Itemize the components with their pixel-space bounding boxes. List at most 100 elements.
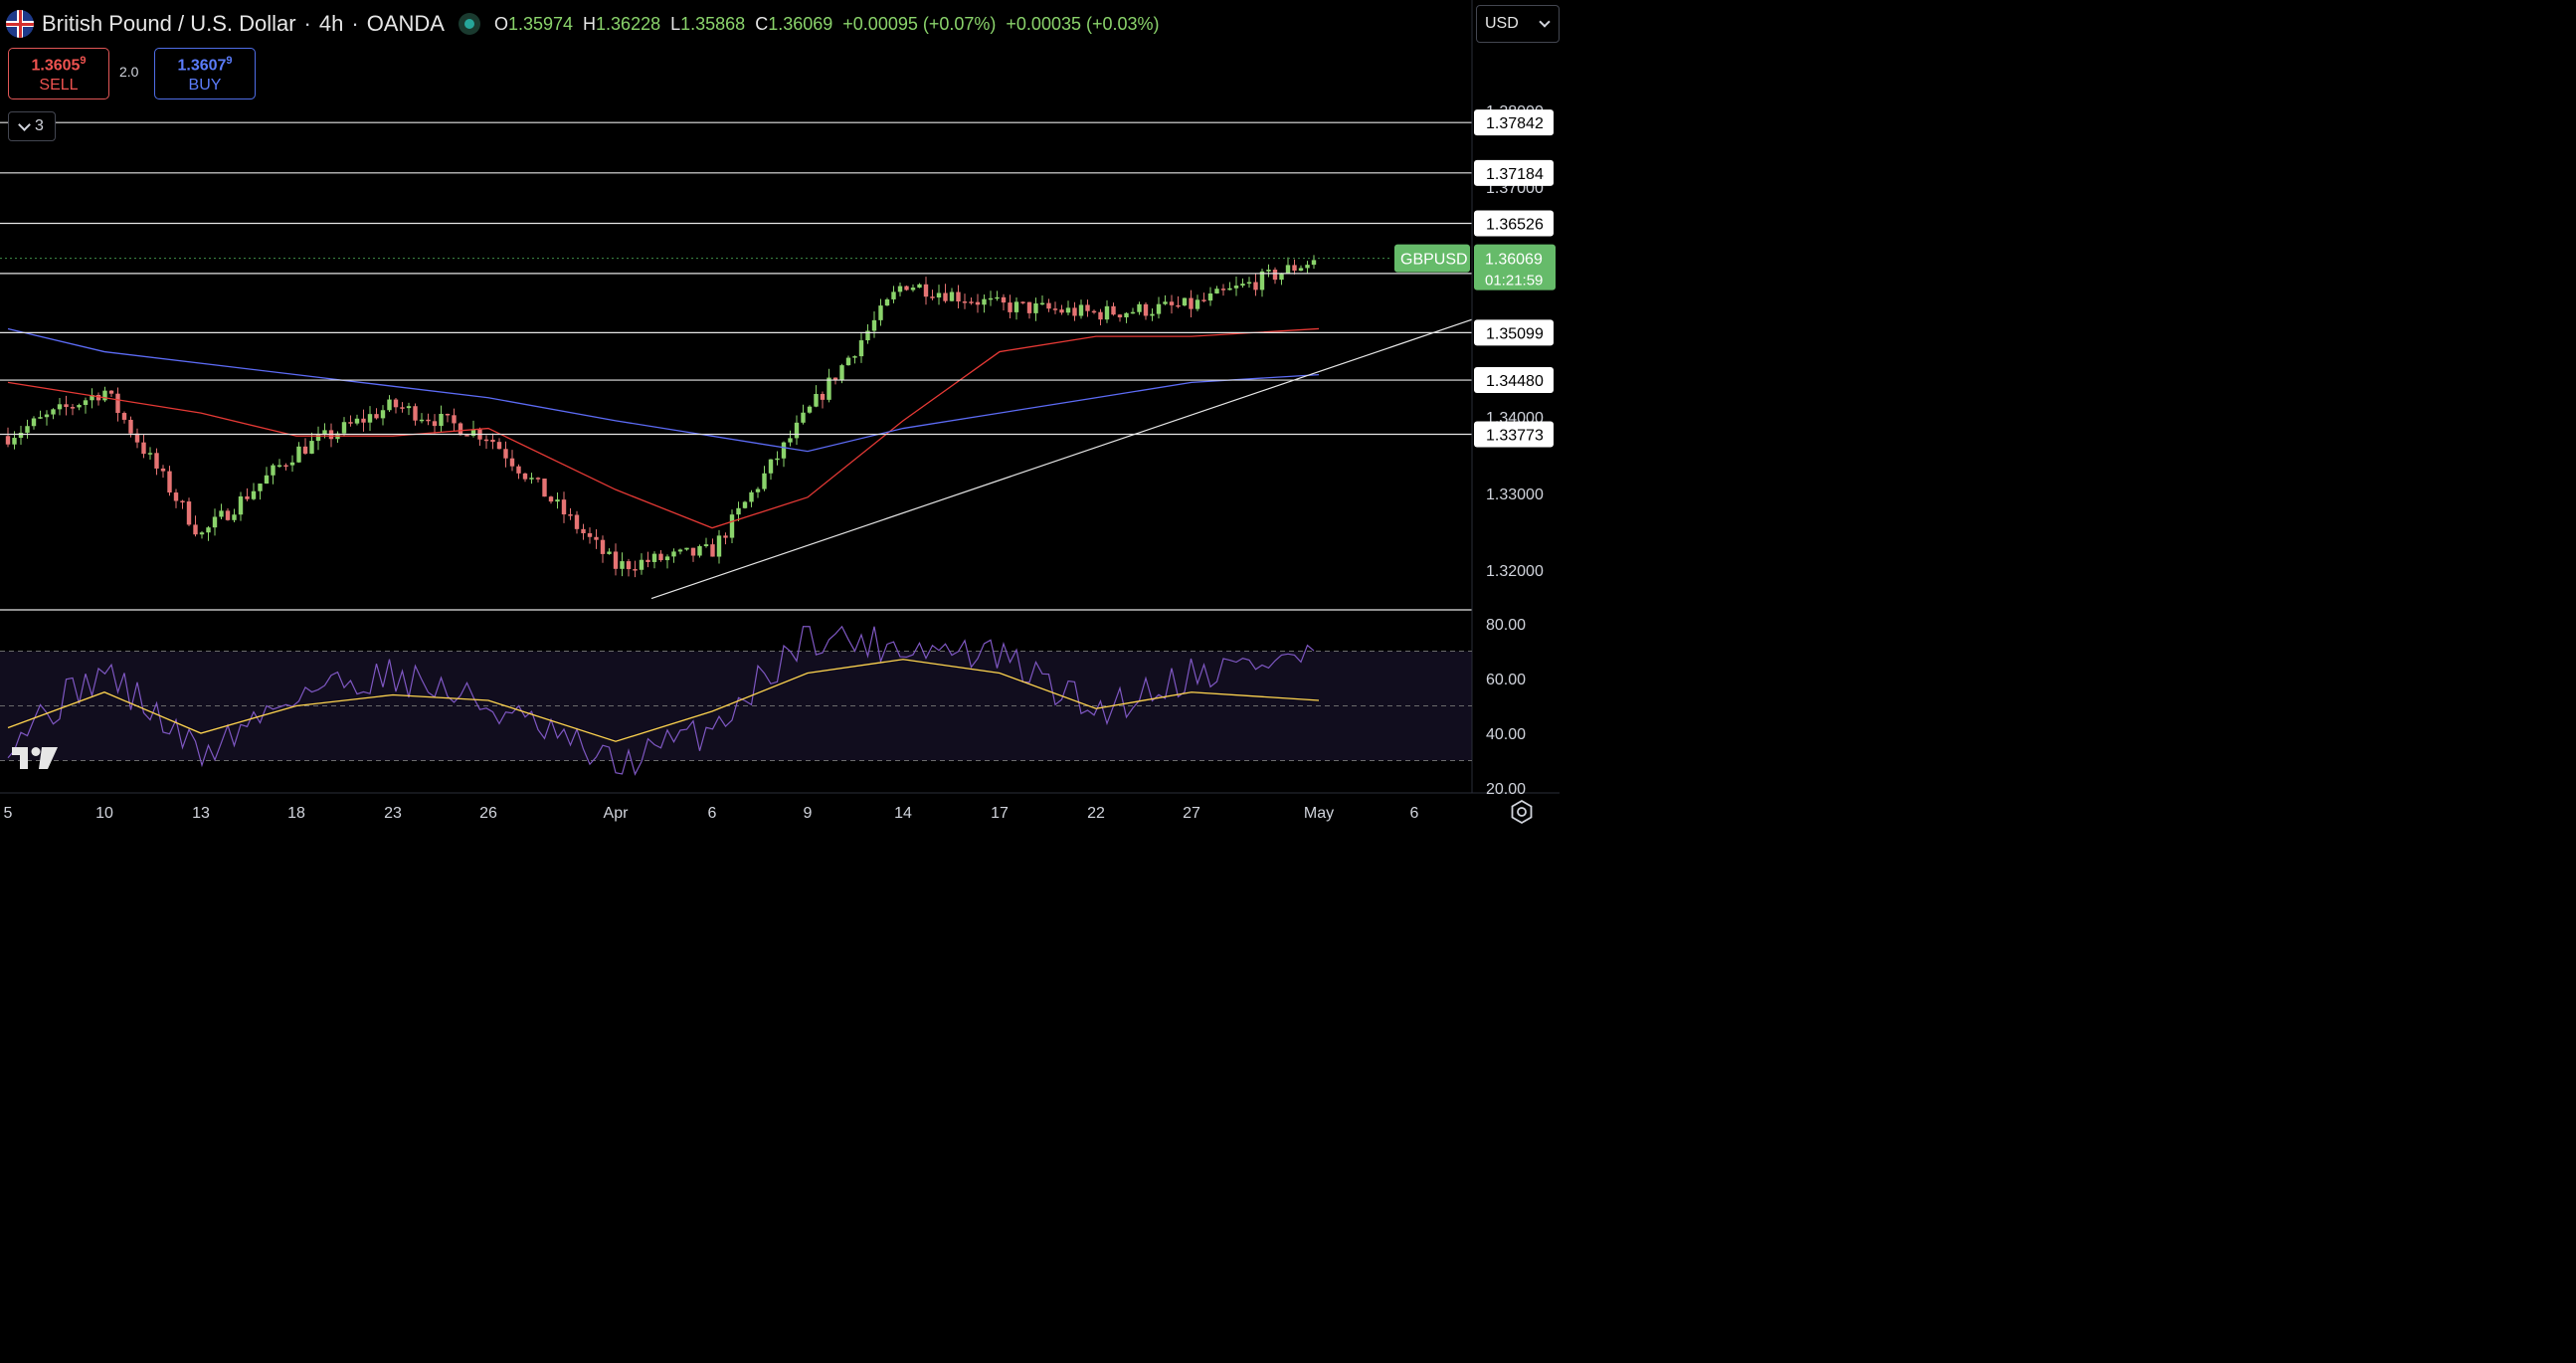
candle-body (910, 288, 916, 291)
candle-body (651, 553, 657, 562)
candle-body (1001, 296, 1007, 303)
candle-body (212, 516, 218, 528)
candle-body (1046, 302, 1051, 309)
candle-body (587, 533, 593, 537)
gbp-usd-flag-icon (6, 10, 34, 38)
x-tick-label: 23 (384, 805, 402, 822)
candle-body (923, 284, 929, 297)
candle-body (1008, 302, 1012, 312)
ohlc-values: O1.35974 H1.36228 L1.35868 C1.36069 +0.0… (493, 13, 1160, 34)
candle-body (768, 459, 774, 474)
candle-body (1163, 301, 1168, 304)
tradingview-logo-icon[interactable] (12, 747, 60, 769)
candle-body (995, 296, 1000, 299)
candle-body (160, 468, 166, 472)
candle-body (839, 365, 844, 381)
high-value: 1.36228 (596, 13, 661, 34)
rsi-tick-label: 40.00 (1486, 726, 1526, 743)
candle-body (115, 393, 120, 414)
candle-body (289, 462, 295, 466)
candle-body (1246, 282, 1252, 285)
candle-body (302, 446, 308, 454)
spread-value: 2.0 (119, 64, 139, 80)
candle-body (77, 405, 82, 408)
candle-body (70, 407, 76, 409)
candle-body (108, 390, 114, 394)
price-chart[interactable]: 1.380001.370001.340001.330001.320001.378… (0, 0, 1560, 825)
candle-body (1285, 265, 1291, 274)
buy-button[interactable]: 1.36079 BUY (154, 48, 256, 99)
candle-body (483, 439, 489, 442)
candle-body (762, 473, 767, 489)
candle-body (891, 292, 896, 299)
candle-body (380, 410, 386, 419)
candle-body (1156, 303, 1162, 314)
currency-select[interactable]: USD (1476, 5, 1560, 43)
candle-body (1072, 307, 1077, 316)
candle-body (322, 430, 327, 435)
candle-body (1298, 268, 1304, 272)
candle-body (930, 296, 935, 298)
candle-body (458, 423, 463, 436)
ma-slow-line (7, 327, 1320, 453)
level-label: 1.34480 (1486, 373, 1544, 390)
candle-body (1026, 301, 1032, 313)
candle-body (31, 418, 37, 427)
candle-body (1124, 312, 1129, 317)
candle-body (548, 496, 554, 502)
candle-body (1150, 313, 1155, 316)
x-tick-label: Apr (604, 805, 630, 822)
sell-button[interactable]: 1.36059 SELL (8, 48, 109, 99)
candle-body (199, 532, 205, 535)
candle-body (1169, 301, 1175, 305)
candle-body (1104, 305, 1110, 320)
candle-body (251, 490, 257, 499)
candle-body (206, 527, 211, 533)
candle-body (1305, 265, 1310, 269)
candle-body (1311, 260, 1317, 266)
candle-body (936, 292, 942, 297)
candle-body (620, 561, 625, 569)
interval-label[interactable]: 4h (318, 11, 344, 36)
chevron-down-icon (18, 117, 31, 131)
candle-body (884, 298, 890, 306)
indicators-toggle-button[interactable]: 3 (8, 111, 56, 141)
market-status-icon[interactable] (458, 13, 480, 35)
candle-body (639, 559, 644, 570)
candle-body (574, 514, 580, 529)
candle-body (245, 495, 250, 499)
candle-body (1091, 310, 1097, 313)
candle-body (219, 510, 224, 517)
level-label-box (1474, 210, 1554, 237)
candle-body (1078, 304, 1084, 316)
separator: · (351, 11, 359, 36)
buy-label: BUY (188, 77, 222, 95)
level-label: 1.33773 (1486, 427, 1544, 444)
candle-body (845, 357, 851, 366)
candle-body (121, 413, 127, 420)
x-tick-label: 14 (894, 805, 912, 822)
separator: · (303, 11, 311, 36)
candle-body (1098, 311, 1103, 320)
candle-body (1117, 314, 1123, 317)
candle-body (671, 551, 676, 557)
settings-icon[interactable] (1509, 799, 1535, 825)
candle-body (12, 438, 17, 445)
candle-body (542, 479, 547, 497)
x-tick-label: 26 (479, 805, 497, 822)
candle-body (658, 553, 663, 561)
symbol-title[interactable]: British Pound / U.S. Dollar (42, 11, 296, 36)
candle-body (315, 434, 321, 442)
open-value: 1.35974 (507, 13, 574, 34)
candle-body (44, 414, 50, 418)
candle-body (232, 514, 237, 520)
candle-body (186, 501, 192, 525)
symbol-tag-box (1394, 244, 1470, 273)
candle-body (917, 284, 922, 289)
broker-label: OANDA (366, 11, 445, 36)
candle-body (38, 417, 43, 419)
candle-body (264, 475, 270, 485)
candle-body (949, 292, 955, 301)
candle-body (801, 412, 806, 423)
candle-body (1059, 309, 1064, 313)
